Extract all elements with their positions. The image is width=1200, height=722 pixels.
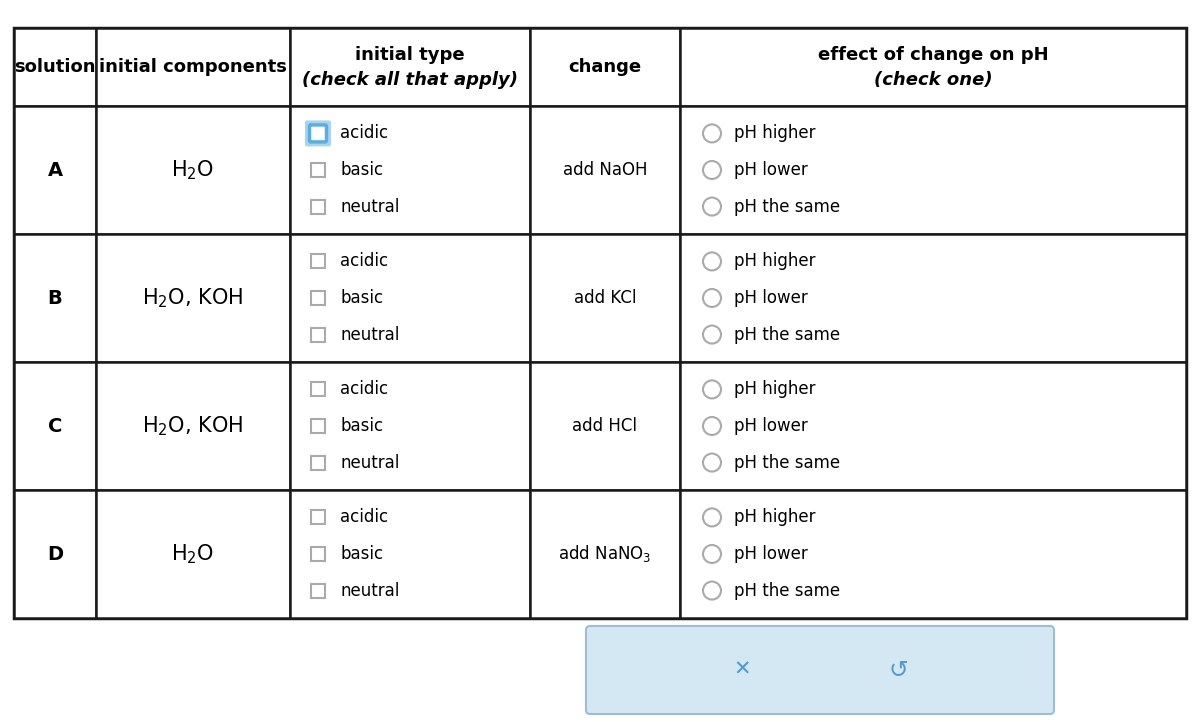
Text: pH lower: pH lower [734, 289, 808, 307]
Bar [96, 234, 290, 362]
Circle shape [703, 161, 721, 179]
Text: acidic: acidic [340, 508, 388, 526]
Text: (check one): (check one) [874, 71, 992, 90]
Bar [311, 383, 325, 396]
Bar [96, 490, 290, 618]
Text: basic: basic [340, 545, 383, 563]
FancyBboxPatch shape [586, 626, 1054, 714]
Text: add HCl: add HCl [572, 417, 637, 435]
Bar [680, 106, 1186, 234]
Circle shape [703, 545, 721, 563]
Text: add KCl: add KCl [574, 289, 636, 307]
Bar [14, 362, 96, 490]
Bar [96, 28, 290, 106]
Bar [14, 490, 96, 618]
Circle shape [703, 326, 721, 344]
Text: initial components: initial components [100, 58, 287, 76]
Circle shape [703, 582, 721, 599]
Text: pH lower: pH lower [734, 161, 808, 179]
Bar [290, 28, 530, 106]
Text: ↺: ↺ [888, 658, 908, 682]
Text: neutral: neutral [340, 582, 400, 599]
Text: pH the same: pH the same [734, 582, 840, 599]
Text: B: B [48, 289, 62, 308]
Text: neutral: neutral [340, 326, 400, 344]
Bar [530, 234, 680, 362]
Text: basic: basic [340, 161, 383, 179]
Text: basic: basic [340, 289, 383, 307]
Circle shape [703, 198, 721, 216]
Text: pH higher: pH higher [734, 508, 816, 526]
FancyBboxPatch shape [310, 125, 326, 142]
Bar [311, 328, 325, 342]
Bar [311, 510, 325, 524]
Circle shape [703, 289, 721, 307]
Bar [680, 362, 1186, 490]
Text: change: change [569, 58, 642, 76]
Bar [680, 28, 1186, 106]
Text: pH lower: pH lower [734, 545, 808, 563]
Bar [311, 456, 325, 469]
Text: add NaOH: add NaOH [563, 161, 647, 179]
Text: (check all that apply): (check all that apply) [302, 71, 518, 90]
Bar [311, 291, 325, 305]
Circle shape [703, 380, 721, 399]
Text: acidic: acidic [340, 253, 388, 271]
Bar [14, 28, 1186, 618]
Bar [311, 583, 325, 598]
Bar [311, 163, 325, 177]
Bar [311, 199, 325, 214]
Circle shape [703, 417, 721, 435]
Bar [530, 106, 680, 234]
Text: pH the same: pH the same [734, 326, 840, 344]
Text: $\mathregular{H_2O}$: $\mathregular{H_2O}$ [172, 158, 215, 182]
Bar [14, 234, 96, 362]
Text: pH higher: pH higher [734, 124, 816, 142]
Bar [680, 234, 1186, 362]
Text: $\mathregular{H_2O}$, KOH: $\mathregular{H_2O}$, KOH [143, 414, 244, 438]
Bar [530, 28, 680, 106]
Text: A: A [48, 160, 62, 180]
Text: pH lower: pH lower [734, 417, 808, 435]
Text: acidic: acidic [340, 380, 388, 399]
Text: $\mathregular{H_2O}$, KOH: $\mathregular{H_2O}$, KOH [143, 286, 244, 310]
Bar [14, 106, 96, 234]
Bar [311, 419, 325, 433]
Bar [530, 362, 680, 490]
Bar [680, 490, 1186, 618]
Text: add NaNO$_3$: add NaNO$_3$ [558, 544, 652, 565]
Text: pH higher: pH higher [734, 253, 816, 271]
Text: acidic: acidic [340, 124, 388, 142]
Bar [311, 547, 325, 561]
Bar [96, 106, 290, 234]
Text: pH the same: pH the same [734, 198, 840, 216]
Text: solution: solution [14, 58, 96, 76]
Text: C: C [48, 417, 62, 435]
Bar [290, 106, 530, 234]
Text: pH higher: pH higher [734, 380, 816, 399]
FancyBboxPatch shape [305, 121, 331, 147]
Circle shape [703, 253, 721, 271]
Text: $\mathregular{H_2O}$: $\mathregular{H_2O}$ [172, 542, 215, 566]
Circle shape [703, 453, 721, 471]
Text: neutral: neutral [340, 198, 400, 216]
Bar [96, 362, 290, 490]
Bar [14, 28, 96, 106]
Text: effect of change on pH: effect of change on pH [817, 46, 1049, 64]
Text: initial type: initial type [355, 46, 464, 64]
Bar [530, 490, 680, 618]
Text: ✕: ✕ [733, 660, 750, 680]
Bar [290, 490, 530, 618]
Text: basic: basic [340, 417, 383, 435]
Text: D: D [47, 544, 64, 563]
Circle shape [703, 508, 721, 526]
Text: neutral: neutral [340, 453, 400, 471]
Circle shape [703, 124, 721, 142]
Text: pH the same: pH the same [734, 453, 840, 471]
Bar [311, 254, 325, 269]
Bar [290, 362, 530, 490]
Bar [290, 234, 530, 362]
